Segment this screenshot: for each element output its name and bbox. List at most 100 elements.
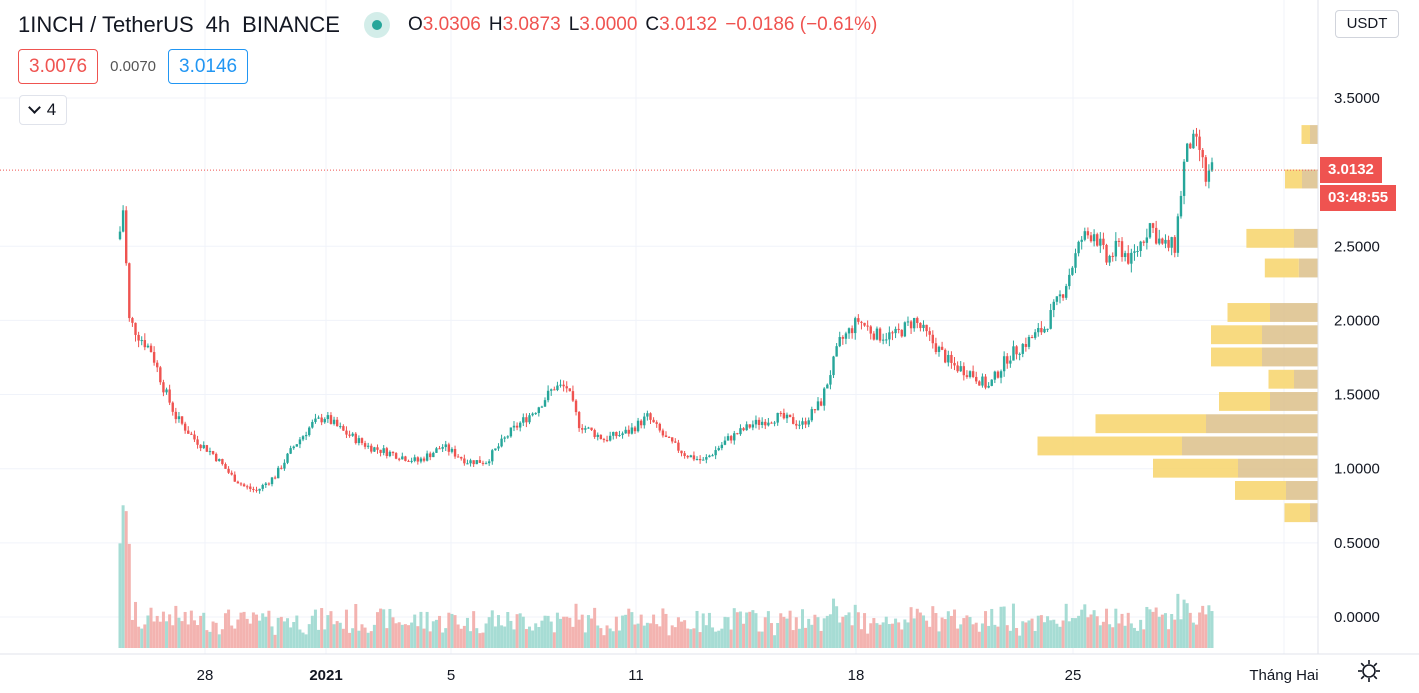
candle-body: [277, 467, 280, 479]
volume-bar: [1173, 619, 1177, 648]
volume-bar: [118, 543, 122, 648]
candle-body: [500, 438, 503, 447]
volume-bar: [946, 611, 950, 648]
currency-button[interactable]: USDT: [1335, 10, 1399, 38]
volume-bar: [655, 624, 659, 648]
volume-bar: [1101, 621, 1105, 648]
volume-bar: [866, 633, 870, 648]
volume-bar: [326, 615, 330, 648]
candle-body: [568, 388, 572, 392]
indicators-toggle-button[interactable]: 4: [19, 95, 67, 125]
volume-bar: [977, 631, 981, 648]
candle-body: [1021, 344, 1024, 354]
gear-icon[interactable]: [1357, 659, 1381, 683]
sell-price-button[interactable]: 3.0076: [18, 49, 99, 84]
candle-body: [674, 441, 677, 443]
candle-body: [1154, 227, 1158, 244]
volume-bar: [1092, 610, 1096, 648]
volume-bar: [165, 621, 169, 648]
volume-bar: [683, 620, 687, 648]
candle-body: [677, 442, 680, 451]
symbol-title[interactable]: 1INCH / TetherUS: [18, 12, 194, 37]
volume-bar: [583, 632, 587, 648]
price-tick-label: 1.0000: [1334, 461, 1380, 478]
volume-bar: [593, 607, 597, 648]
volume-bar: [1179, 619, 1183, 648]
volume-bar: [1132, 627, 1136, 648]
volume-bar: [270, 626, 274, 648]
candle-body: [1185, 143, 1189, 162]
candle-body: [534, 413, 537, 415]
volume-bar: [428, 631, 432, 648]
volume-bar: [419, 611, 423, 648]
volume-bar: [1046, 616, 1050, 648]
volume-bar: [189, 610, 193, 648]
candle-body: [652, 419, 655, 423]
volume-bar: [1080, 609, 1084, 648]
volume-bar: [348, 632, 352, 648]
candle-body: [416, 457, 420, 462]
candle-body: [332, 419, 336, 424]
candle-body: [441, 447, 444, 449]
candle-body: [373, 447, 376, 452]
candle-body: [894, 328, 897, 334]
candle-body: [425, 453, 429, 461]
candle-body: [1207, 170, 1211, 182]
candle-body: [252, 488, 255, 490]
candle-body: [906, 321, 910, 323]
candle-body: [748, 424, 751, 428]
volume-bar: [434, 619, 438, 648]
interval-label[interactable]: 4h: [205, 12, 231, 37]
price-axis: 3.5000 2.5000 2.0000 1.5000 1.0000 0.5000 0.00…: [1334, 90, 1380, 626]
volume-bar: [298, 629, 302, 648]
volume-bar: [636, 623, 640, 648]
volume-bar: [1018, 635, 1022, 648]
volume-bar: [323, 629, 327, 648]
volume-bar: [875, 623, 879, 648]
volume-bar: [621, 615, 625, 648]
candle-body: [903, 322, 907, 337]
candle-body: [975, 376, 978, 382]
volume-bar: [940, 617, 944, 648]
candle-body: [782, 412, 786, 419]
candle-body: [466, 463, 469, 465]
volume-bar: [1176, 593, 1180, 648]
candle-body: [1105, 244, 1108, 263]
candle-body: [525, 417, 528, 423]
candle-body: [202, 445, 205, 449]
volume-bar: [242, 611, 246, 648]
volume-bar: [1194, 624, 1198, 648]
volume-bar: [863, 613, 867, 648]
candle-body: [339, 426, 342, 428]
candle-body: [422, 458, 426, 461]
volume-bar: [186, 624, 190, 648]
volume-bar: [208, 631, 212, 648]
volume-bar: [921, 615, 925, 648]
volume-bar: [633, 624, 637, 648]
candle-body: [1055, 296, 1059, 302]
candle-body: [717, 448, 720, 451]
candle-body: [788, 414, 792, 418]
volume-bar: [416, 626, 420, 648]
volume-bar: [301, 632, 305, 648]
candle-body: [404, 456, 407, 461]
candle-body: [1058, 294, 1062, 297]
candle-body: [590, 427, 593, 431]
exchange-label: BINANCE: [242, 12, 340, 37]
volume-bar: [754, 613, 758, 648]
buy-price-button[interactable]: 3.0146: [168, 49, 249, 84]
volume-bar: [540, 620, 544, 648]
candle-body: [289, 448, 292, 454]
candle-body: [1170, 237, 1173, 248]
volume-bar: [431, 621, 435, 648]
volume-bar: [282, 621, 286, 648]
profile-bar-down: [1270, 392, 1318, 411]
volume-bar: [1207, 605, 1211, 648]
candle-body: [401, 456, 404, 460]
volume-bar: [276, 617, 280, 648]
candle-body: [671, 437, 674, 442]
candle-body: [773, 422, 776, 424]
candle-body: [264, 483, 268, 486]
volume-bar: [779, 613, 783, 648]
